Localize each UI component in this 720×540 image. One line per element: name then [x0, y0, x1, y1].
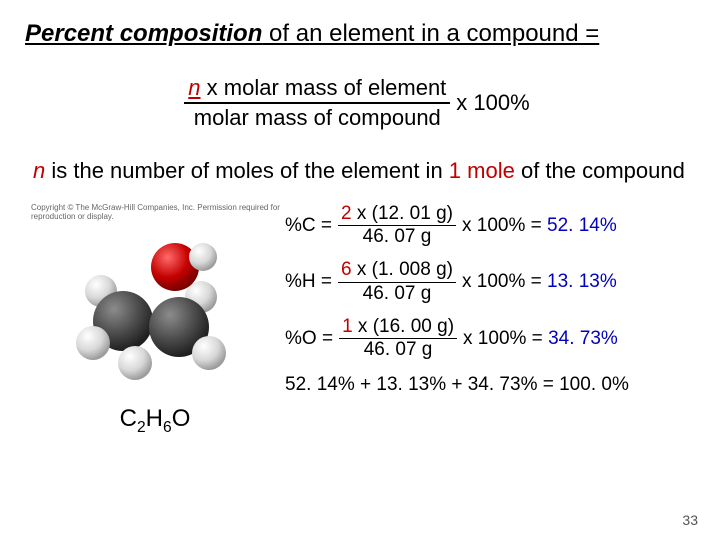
title-line: Percent composition of an element in a c… — [25, 20, 695, 48]
hydrogen-atom — [76, 326, 110, 360]
calc-den-h: 46. 07 g — [360, 283, 435, 306]
calc-mult-h: x 100% = — [462, 271, 547, 292]
page-number: 33 — [682, 512, 698, 528]
hydrogen-atom — [189, 243, 217, 271]
calc-result-h: x 100% = 13. 13% — [462, 271, 617, 293]
explanation-n: n — [33, 158, 45, 183]
calc-frac-h: 6 x (1. 008 g) 46. 07 g — [338, 259, 456, 306]
calc-num-c: 2 x (12. 01 g) — [338, 203, 456, 227]
formula-O: O — [172, 405, 191, 432]
formula-C-sub: 2 — [137, 418, 146, 435]
calc-den-o: 46. 07 g — [361, 339, 436, 362]
chemical-formula: C2H6O — [120, 405, 191, 437]
explanation: n is the number of moles of the element … — [33, 157, 687, 185]
calc-frac-o: 1 x (16. 00 g) 46. 07 g — [339, 316, 457, 363]
hydrogen-atom — [118, 346, 152, 380]
formula-denominator: molar mass of compound — [190, 104, 445, 132]
title-underlined: Percent composition of an element in a c… — [25, 20, 599, 47]
calc-num-h: 6 x (1. 008 g) — [338, 259, 456, 283]
title-percent-composition: Percent composition — [25, 20, 262, 47]
calc-mult-c: x 100% = — [462, 215, 547, 236]
calc-pct-c: 52. 14% — [547, 215, 617, 236]
calc-pct-o: 34. 73% — [548, 328, 618, 349]
formula-fraction: n x molar mass of element molar mass of … — [184, 74, 450, 131]
calc-row-oxygen: %O = 1 x (16. 00 g) 46. 07 g x 100% = 34… — [285, 316, 695, 363]
molecule-image — [45, 225, 265, 395]
calc-label-h: %H = — [285, 271, 332, 293]
lower-section: Copyright © The McGraw-Hill Companies, I… — [25, 203, 695, 437]
formula-numerator: n x molar mass of element — [184, 74, 450, 104]
calc-num-rest-h: x (1. 008 g) — [352, 259, 453, 280]
formula-C: C — [120, 405, 137, 432]
explanation-end: of the compound — [515, 158, 685, 183]
calc-row-carbon: %C = 2 x (12. 01 g) 46. 07 g x 100% = 52… — [285, 203, 695, 250]
formula-num-rest: x molar mass of element — [201, 75, 447, 100]
general-formula: n x molar mass of element molar mass of … — [25, 74, 695, 131]
calc-label-c: %C = — [285, 215, 332, 237]
calc-num-rest-o: x (16. 00 g) — [353, 316, 454, 337]
calc-num-rest-c: x (12. 01 g) — [352, 203, 453, 224]
hydrogen-atom — [192, 336, 226, 370]
calc-sum-row: 52. 14% + 13. 13% + 34. 73% = 100. 0% — [285, 374, 695, 396]
calc-mult-o: x 100% = — [463, 328, 548, 349]
calc-den-c: 46. 07 g — [360, 226, 435, 249]
calc-frac-c: 2 x (12. 01 g) 46. 07 g — [338, 203, 456, 250]
formula-H-sub: 6 — [163, 418, 172, 435]
calc-row-hydrogen: %H = 6 x (1. 008 g) 46. 07 g x 100% = 13… — [285, 259, 695, 306]
molecule-column: Copyright © The McGraw-Hill Companies, I… — [25, 203, 285, 437]
calc-coef-o: 1 — [342, 316, 353, 337]
calc-num-o: 1 x (16. 00 g) — [339, 316, 457, 340]
copyright-text: Copyright © The McGraw-Hill Companies, I… — [25, 203, 285, 221]
calc-pct-h: 13. 13% — [547, 271, 617, 292]
calc-label-o: %O = — [285, 328, 333, 350]
formula-n: n — [188, 75, 200, 100]
calc-result-o: x 100% = 34. 73% — [463, 328, 618, 350]
formula-multiplier: x 100% — [456, 90, 529, 116]
calc-coef-c: 2 — [341, 203, 352, 224]
title-rest: of an element in a compound = — [262, 20, 599, 47]
formula-H: H — [146, 405, 163, 432]
calculations-column: %C = 2 x (12. 01 g) 46. 07 g x 100% = 52… — [285, 203, 695, 397]
explanation-middle: is the number of moles of the element in — [45, 158, 449, 183]
calc-coef-h: 6 — [341, 259, 352, 280]
explanation-onemole: 1 mole — [449, 158, 515, 183]
calc-result-c: x 100% = 52. 14% — [462, 215, 617, 237]
